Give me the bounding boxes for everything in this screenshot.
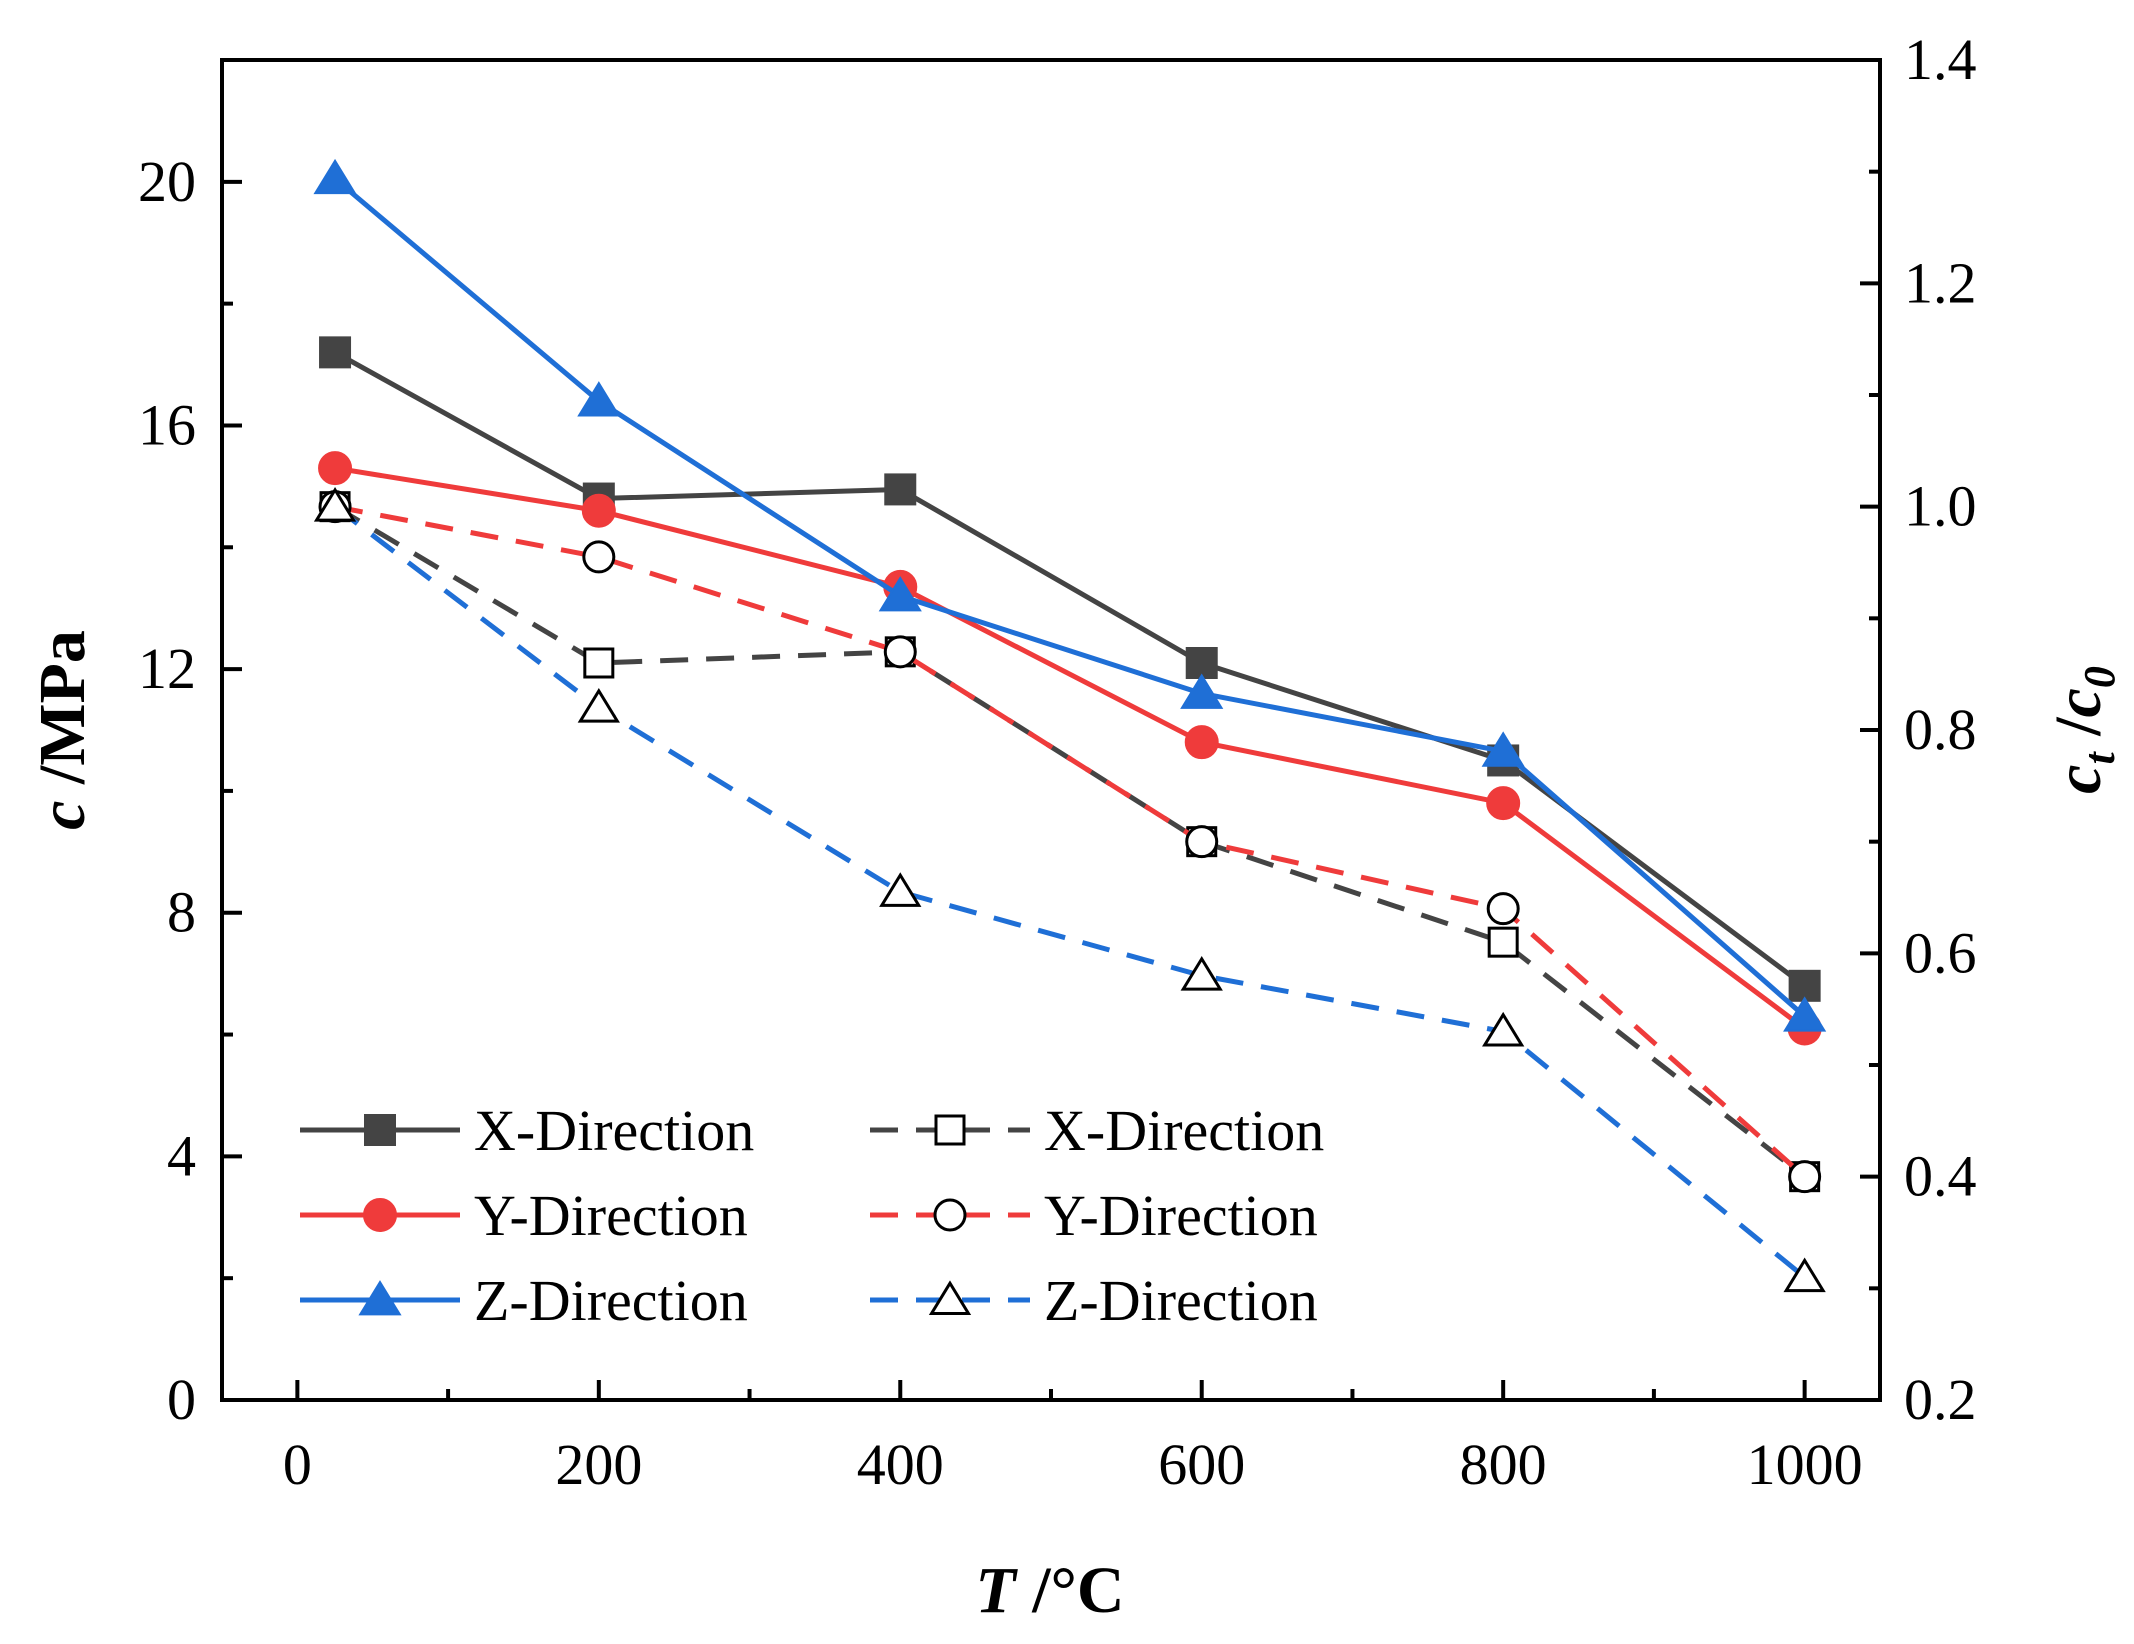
series-z-directioncohesion [313,158,1827,1032]
y-left-tick-label: 12 [138,636,196,701]
series-x-directioncohesion [319,336,1821,1002]
legend-marker [358,1280,402,1316]
series-z-directionnormalized [313,486,1826,1293]
y-right-axis-sub1: t [2075,751,2124,765]
y-left-tick-label: 20 [138,149,196,214]
y-left-axis-title: c /MPa [26,630,99,830]
legend-marker [933,1198,967,1232]
series-line [333,176,1807,1019]
data-point [1788,1160,1822,1194]
data-point [1180,673,1224,709]
y-right-tick-label: 1.4 [1904,27,1977,92]
legend-label: X-Direction [474,1098,754,1163]
series-line [334,465,1807,1031]
data-point [313,486,357,522]
x-axis-var: T [975,1554,1018,1627]
data-point [1486,786,1521,821]
y-left-tick-label: 4 [167,1123,196,1188]
y-left-axis-unit: /MPa [26,630,99,800]
data-point [581,493,616,528]
series-y-directionnormalized [318,490,1822,1194]
data-point [879,872,922,907]
x-tick-label: 0 [283,1432,312,1497]
data-point [1184,725,1219,760]
y-right-tick-label: 0.8 [1904,697,1977,762]
legend-marker [363,1198,397,1232]
series-layer [313,158,1827,1293]
y-left-tick-label: 8 [167,880,196,945]
data-point [1487,926,1519,958]
x-tick-label: 200 [555,1432,642,1497]
data-point [1481,731,1525,767]
data-point [1783,1257,1826,1293]
data-point [1185,825,1219,859]
data-point [1788,969,1821,1002]
x-tick-label: 400 [857,1432,944,1497]
y-right-axis-ticks: 0.2 0.4 0.6 0.8 1.0 1.2 1.4 [1860,27,1977,1432]
y-left-axis-var: c [26,801,99,830]
data-point [583,647,615,679]
data-point [318,451,353,486]
data-point [884,473,917,506]
series-line [333,504,1807,1179]
x-tick-label: 800 [1460,1432,1547,1497]
data-point [582,540,616,574]
y-right-axis-sub2: 0 [2075,666,2124,688]
data-point [1482,1011,1525,1047]
data-point [1783,996,1827,1032]
legend-marker [364,1114,396,1146]
y-right-axis-title: ct /c0 [2042,666,2124,794]
legend-marker [928,1280,972,1315]
legend-label: Y-Direction [1044,1183,1318,1248]
legend-label: Y-Direction [474,1183,748,1248]
x-tick-label: 600 [1158,1432,1245,1497]
legend: X-Direction Y-Direction Z-Direction X-Direc… [300,1098,1324,1333]
data-point [1486,892,1520,926]
data-point [319,336,352,369]
x-axis-unit: /°C [1016,1554,1125,1627]
data-point [577,381,621,417]
y-left-tick-label: 0 [167,1367,196,1432]
series-line [333,350,1807,988]
y-left-axis-ticks: 0 4 8 12 16 20 [138,149,242,1432]
series-y-directioncohesion [318,451,1822,1046]
data-point [883,635,917,669]
y-right-tick-label: 0.4 [1904,1144,1977,1209]
x-axis-title: T /°C [975,1554,1124,1627]
y-right-axis-var2: c [2042,688,2115,717]
data-point [1180,955,1223,991]
legend-label: X-Direction [1044,1098,1324,1163]
y-right-tick-label: 1.0 [1904,474,1977,539]
data-point [577,687,620,723]
series-x-directionnormalized [319,491,1821,1193]
data-point [1185,647,1218,679]
y-right-axis-sep: / [2042,716,2115,753]
x-axis-ticks: 0 200 400 600 800 1000 [283,1380,1863,1497]
data-point [313,158,357,195]
data-point [878,576,922,612]
y-right-tick-label: 0.6 [1904,920,1977,985]
series-line [334,504,1807,1179]
y-right-tick-label: 1.2 [1904,250,1977,315]
x-tick-label: 1000 [1747,1432,1863,1497]
y-left-tick-label: 16 [138,392,196,457]
y-right-tick-label: 0.2 [1904,1367,1977,1432]
legend-marker [934,1114,966,1146]
legend-label: Z-Direction [1044,1268,1318,1333]
legend-label: Z-Direction [474,1268,748,1333]
series-line [333,504,1807,1280]
y-right-axis-var: c [2042,765,2115,794]
